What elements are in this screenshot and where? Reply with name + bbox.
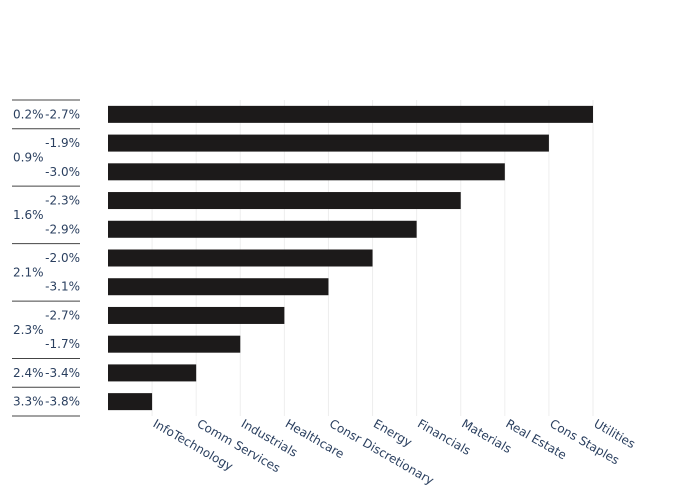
- group-label: 0.9%: [13, 150, 44, 164]
- y-tick-label: -3.1%: [45, 280, 80, 294]
- y-tick-label: -3.8%: [45, 395, 80, 409]
- bar-1: [108, 105, 593, 123]
- y-tick-label: -3.4%: [45, 366, 80, 380]
- bar-4: [108, 192, 461, 210]
- bar-9: [108, 335, 241, 353]
- bar-10: [108, 364, 197, 382]
- y-tick-label: -2.0%: [45, 251, 80, 265]
- bar-5: [108, 220, 417, 238]
- y-tick-labels: -2.7% -1.9% -3.0% -2.3% -2.9% -2.0% -3.1% -2.7%…: [45, 107, 80, 408]
- bar-8: [108, 306, 285, 324]
- group-label: 1.6%: [13, 208, 44, 222]
- group-label: 3.3%: [13, 395, 44, 409]
- y-tick-label: -1.9%: [45, 136, 80, 150]
- y-tick-label: -2.7%: [45, 107, 80, 121]
- group-label: 2.1%: [13, 265, 44, 279]
- y-tick-label: -3.0%: [45, 165, 80, 179]
- bar-6: [108, 249, 373, 267]
- group-label: 2.4%: [13, 366, 44, 380]
- y-tick-label: -2.3%: [45, 194, 80, 208]
- group-label: 2.3%: [13, 323, 44, 337]
- bar-3: [108, 163, 505, 181]
- group-labels: 0.2% 0.9% 1.6% 2.1% 2.3% 2.4% 3.3%: [12, 99, 80, 417]
- y-tick-label: -2.7%: [45, 308, 80, 322]
- x-tick-label: InfoTechnology: [151, 416, 236, 473]
- bars: [108, 105, 593, 411]
- y-tick-label: -1.7%: [45, 337, 80, 351]
- bar-11: [108, 393, 153, 411]
- bar-7: [108, 278, 329, 296]
- y-tick-label: -2.9%: [45, 222, 80, 236]
- bar-2: [108, 134, 549, 152]
- group-label: 0.2%: [13, 107, 44, 121]
